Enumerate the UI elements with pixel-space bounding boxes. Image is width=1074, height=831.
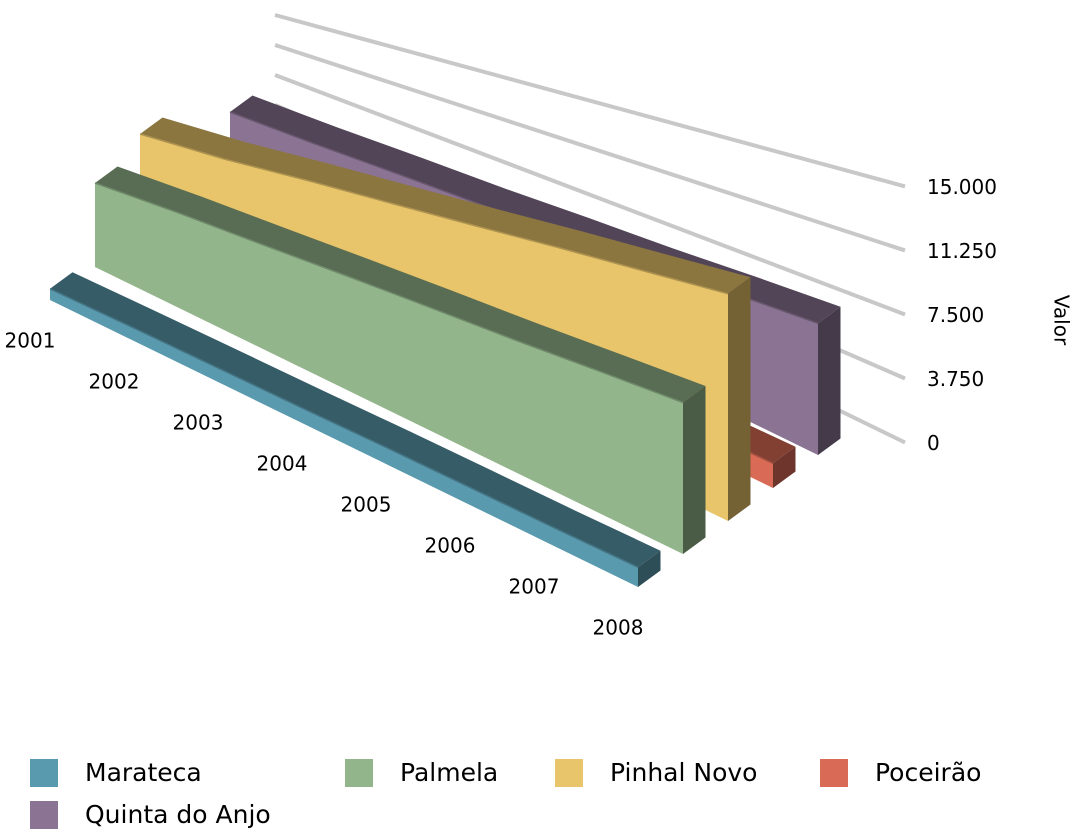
legend-label: Pinhal Novo — [610, 758, 757, 787]
legend-swatch — [555, 759, 583, 787]
x-tick-label: 2008 — [593, 616, 644, 640]
x-tick-label: 2001 — [5, 329, 56, 353]
series-line — [94, 182, 684, 404]
series-line — [139, 133, 729, 295]
x-tick-label: 2004 — [257, 452, 308, 476]
y-tick-label: 15.000 — [927, 175, 997, 199]
ribbon-end — [728, 277, 751, 521]
x-tick-label: 2003 — [173, 411, 224, 435]
ribbon-front — [95, 183, 683, 554]
ribbon-top — [140, 117, 751, 294]
ribbon-end — [638, 550, 661, 587]
legend-swatch — [820, 759, 848, 787]
legend-swatch — [345, 759, 373, 787]
y-tick-label: 7.500 — [927, 303, 984, 327]
ribbon-top — [95, 166, 706, 403]
ribbon-end — [818, 306, 841, 455]
y-axis-label: Valor — [1050, 295, 1074, 346]
ribbon-end — [773, 446, 796, 488]
y-tick-label: 3.750 — [927, 367, 984, 391]
grid-line — [274, 73, 906, 317]
x-tick-label: 2006 — [425, 534, 476, 558]
x-tick-label: 2007 — [509, 575, 560, 599]
legend-label: Poceirão — [875, 758, 981, 787]
ribbon-front — [50, 288, 638, 587]
y-tick-label: 11.250 — [927, 239, 997, 263]
grid-line — [274, 13, 906, 189]
legend-swatch — [30, 801, 58, 829]
legend-label: Marateca — [85, 758, 202, 787]
legend-label: Palmela — [400, 758, 498, 787]
x-tick-label: 2002 — [89, 370, 140, 394]
ribbon-top — [50, 272, 661, 568]
ribbon-end — [683, 386, 706, 554]
legend-swatch — [30, 759, 58, 787]
grid-line — [274, 43, 906, 253]
x-tick-label: 2005 — [341, 493, 392, 517]
y-tick-label: 0 — [927, 431, 940, 455]
series-line — [49, 288, 639, 568]
legend-label: Quinta do Anjo — [85, 800, 271, 829]
